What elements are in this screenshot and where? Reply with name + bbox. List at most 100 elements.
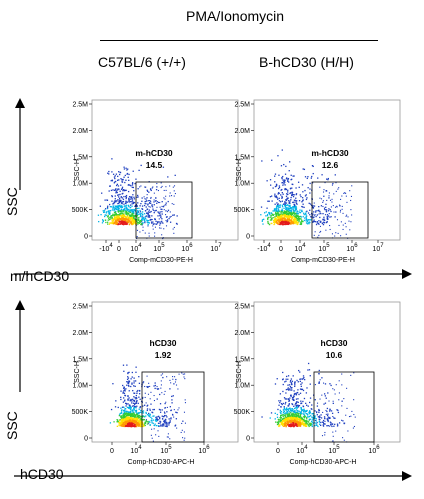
event-dot (338, 204, 341, 206)
event-dot (306, 215, 308, 217)
event-dot (284, 408, 286, 410)
event-dot (147, 216, 149, 218)
event-dot (314, 214, 316, 216)
event-dot (133, 198, 136, 200)
event-dot (104, 214, 106, 216)
event-dot (283, 181, 285, 183)
event-dot (278, 221, 281, 223)
event-dot (135, 380, 137, 382)
event-dot (151, 417, 153, 420)
event-dot (288, 415, 290, 417)
event-dot (346, 407, 348, 409)
event-dot (136, 419, 138, 422)
event-dot (302, 400, 304, 403)
event-dot (112, 173, 115, 175)
event-dot (309, 397, 312, 399)
event-dot (286, 412, 289, 414)
event-dot (308, 369, 311, 371)
event-dot (147, 204, 149, 206)
event-dot (168, 424, 170, 426)
event-dot (281, 418, 284, 420)
event-dot (287, 208, 289, 210)
event-dot (280, 222, 283, 225)
event-dot (283, 423, 285, 425)
event-dot (290, 389, 292, 391)
event-dot (109, 185, 111, 187)
event-dot (284, 173, 287, 175)
event-dot (329, 228, 331, 231)
event-dot (316, 222, 318, 224)
event-dot (118, 206, 120, 208)
event-dot (296, 424, 298, 427)
event-dot (289, 409, 292, 411)
event-dot (126, 212, 129, 214)
event-dot (172, 186, 174, 188)
event-dot (151, 437, 153, 439)
event-dot (138, 414, 141, 417)
event-dot (300, 223, 303, 225)
event-dot (149, 408, 151, 410)
event-dot (295, 398, 298, 400)
event-dot (323, 195, 325, 197)
event-dot (298, 422, 300, 425)
event-dot (128, 381, 130, 384)
event-dot (291, 396, 294, 399)
event-dot (275, 208, 278, 210)
event-dot (329, 410, 331, 412)
event-dot (136, 418, 138, 420)
event-dot (284, 412, 286, 415)
event-dot (289, 214, 292, 216)
event-dot (117, 419, 119, 421)
event-dot (308, 425, 310, 428)
event-dot (297, 369, 300, 372)
event-dot (281, 209, 284, 212)
event-dot (120, 178, 122, 180)
event-dot (269, 213, 271, 216)
event-dot (135, 416, 137, 419)
event-dot (126, 413, 128, 416)
event-dot (105, 221, 107, 224)
event-dot (268, 223, 271, 226)
event-dot (125, 206, 127, 209)
event-dot (329, 199, 332, 201)
event-dot (184, 378, 186, 380)
event-dot (145, 411, 147, 414)
event-dot (129, 407, 131, 410)
event-dot (106, 206, 109, 209)
event-dot (129, 400, 131, 402)
event-dot (285, 417, 287, 419)
event-dot (325, 206, 327, 208)
event-dot (305, 392, 308, 394)
event-dot (352, 427, 354, 429)
x-tick-label: 105 (160, 445, 172, 455)
event-dot (281, 222, 283, 225)
event-dot (147, 225, 149, 227)
y-axis-label: SSC-H (74, 361, 81, 383)
event-dot (323, 403, 325, 405)
event-dot (299, 415, 302, 417)
event-dot (110, 215, 112, 217)
event-dot (135, 419, 137, 421)
event-dot (131, 184, 134, 186)
event-dot (145, 198, 147, 200)
event-dot (168, 422, 170, 424)
event-dot (289, 421, 291, 423)
event-dot (295, 405, 298, 407)
event-dot (289, 192, 291, 195)
event-dot (141, 422, 144, 424)
event-dot (135, 410, 138, 412)
event-dot (286, 218, 288, 220)
event-dot (260, 214, 262, 216)
event-dot (294, 402, 297, 405)
bottom-y-arrowhead (15, 300, 25, 310)
event-dot (173, 232, 175, 234)
event-dot (282, 383, 284, 386)
event-dot (296, 215, 298, 218)
event-dot (129, 408, 132, 411)
event-dot (286, 177, 288, 179)
event-dot (135, 402, 137, 404)
event-dot (333, 425, 335, 427)
event-dot (127, 384, 130, 387)
event-dot (125, 194, 128, 197)
event-dot (295, 223, 297, 225)
